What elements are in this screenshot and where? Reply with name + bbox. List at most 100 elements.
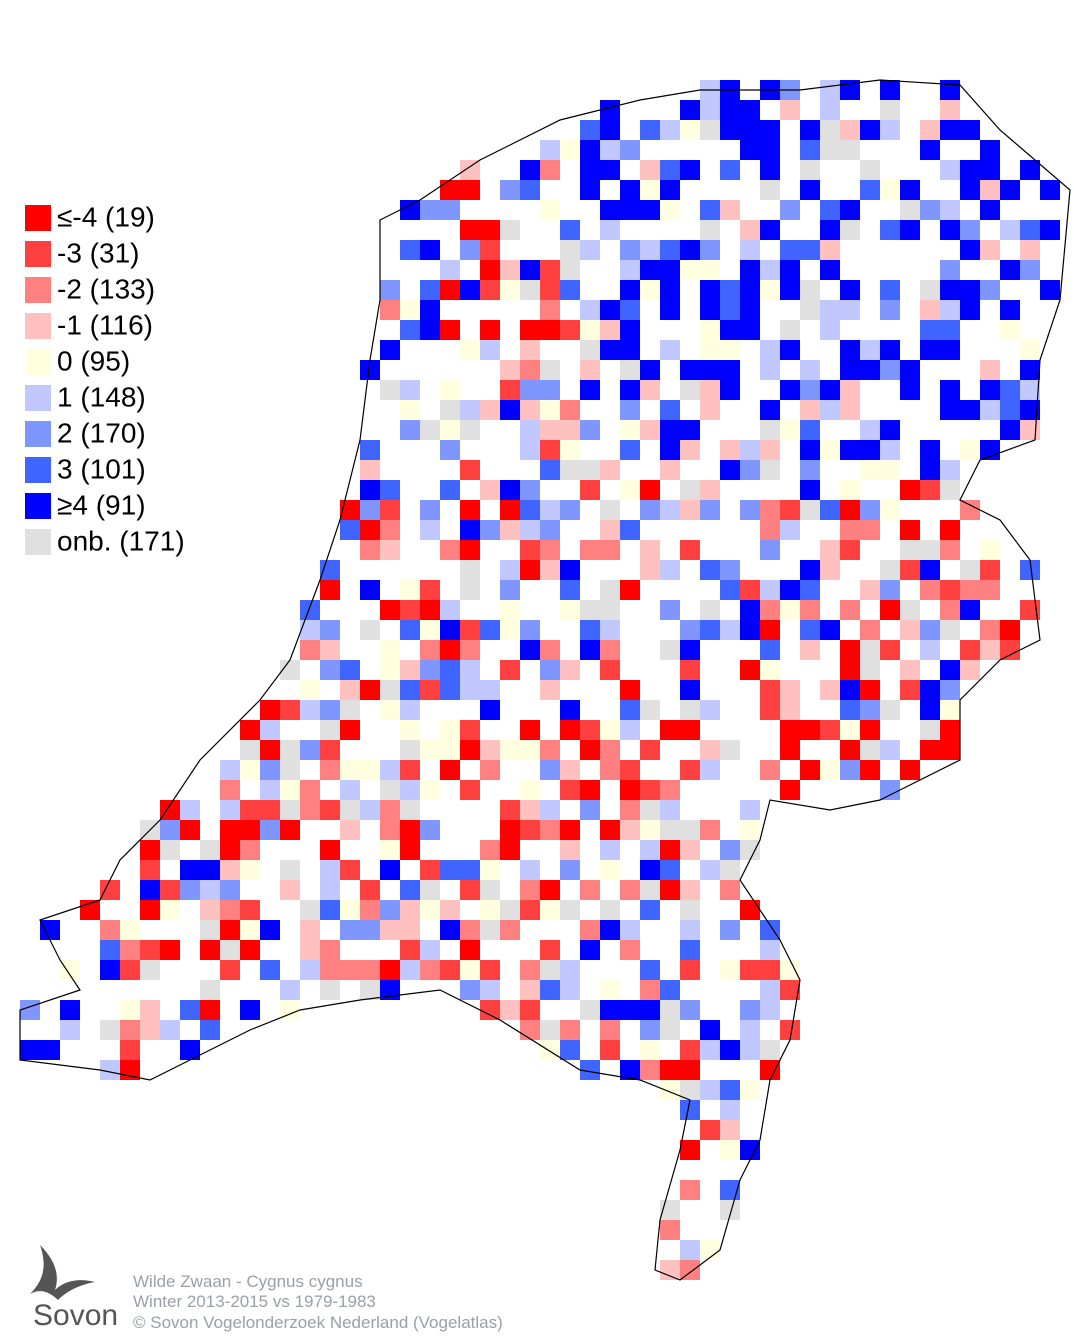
grid-cell xyxy=(520,800,540,820)
grid-cell xyxy=(720,360,740,380)
grid-cell xyxy=(680,960,700,980)
grid-cell xyxy=(340,520,360,540)
grid-cell xyxy=(680,440,700,460)
grid-cell xyxy=(840,440,860,460)
grid-cell xyxy=(440,260,460,280)
grid-cell xyxy=(440,600,460,620)
grid-cell xyxy=(440,420,460,440)
grid-cell xyxy=(840,340,860,360)
grid-cell xyxy=(920,440,940,460)
legend-label: 2 (170) xyxy=(57,417,146,448)
grid-cell xyxy=(760,520,780,540)
species-name: Wilde Zwaan - Cygnus cygnus xyxy=(133,1272,363,1291)
grid-cell xyxy=(580,740,600,760)
period: Winter 2013-2015 vs 1979-1983 xyxy=(133,1292,376,1311)
grid-cell xyxy=(920,720,940,740)
grid-cell xyxy=(1000,420,1020,440)
grid-cell xyxy=(460,500,480,520)
grid-cell xyxy=(460,180,480,200)
grid-cell xyxy=(700,620,720,640)
grid-cell xyxy=(680,480,700,500)
grid-cell xyxy=(820,440,840,460)
grid-cell xyxy=(720,340,740,360)
grid-cell xyxy=(680,1000,700,1020)
grid-cell xyxy=(720,960,740,980)
grid-cell xyxy=(440,960,460,980)
grid-cell xyxy=(540,940,560,960)
grid-cell xyxy=(320,960,340,980)
grid-cell xyxy=(540,400,560,420)
grid-cell xyxy=(160,900,180,920)
grid-cell xyxy=(700,760,720,780)
grid-cell xyxy=(460,960,480,980)
grid-cell xyxy=(640,1020,660,1040)
grid-cell xyxy=(820,220,840,240)
grid-cell xyxy=(760,160,780,180)
grid-cell xyxy=(940,740,960,760)
grid-cell xyxy=(560,560,580,580)
grid-cell xyxy=(960,400,980,420)
grid-cell xyxy=(700,560,720,580)
grid-cell xyxy=(560,440,580,460)
grid-cell xyxy=(300,940,320,960)
grid-cell xyxy=(840,140,860,160)
grid-cell xyxy=(700,280,720,300)
grid-cell xyxy=(540,440,560,460)
grid-cell xyxy=(480,340,500,360)
grid-cell xyxy=(480,860,500,880)
grid-cell xyxy=(880,600,900,620)
grid-cell xyxy=(800,400,820,420)
grid-cell xyxy=(640,980,660,1000)
grid-cell xyxy=(200,920,220,940)
grid-cell xyxy=(760,360,780,380)
grid-cell xyxy=(740,800,760,820)
grid-cell xyxy=(760,120,780,140)
grid-cell xyxy=(340,860,360,880)
grid-cell xyxy=(540,1020,560,1040)
grid-cell xyxy=(520,520,540,540)
grid-cell xyxy=(340,800,360,820)
grid-cell xyxy=(860,680,880,700)
grid-cell xyxy=(840,720,860,740)
grid-cell xyxy=(940,80,960,100)
grid-cell xyxy=(580,300,600,320)
grid-cell xyxy=(880,220,900,240)
grid-cell xyxy=(20,1040,40,1060)
grid-cell xyxy=(420,420,440,440)
grid-cell xyxy=(380,780,400,800)
grid-cell xyxy=(700,240,720,260)
grid-cell xyxy=(120,920,140,940)
grid-cell xyxy=(400,700,420,720)
grid-cell xyxy=(820,120,840,140)
grid-cell xyxy=(620,200,640,220)
grid-cell xyxy=(900,180,920,200)
grid-cell xyxy=(680,620,700,640)
grid-cell xyxy=(780,580,800,600)
grid-cell xyxy=(540,260,560,280)
grid-cell xyxy=(240,940,260,960)
grid-cell xyxy=(400,420,420,440)
grid-cell xyxy=(560,960,580,980)
grid-cell xyxy=(660,340,680,360)
legend-swatch xyxy=(25,529,51,555)
grid-cell xyxy=(660,640,680,660)
grid-cell xyxy=(640,180,660,200)
grid-cell xyxy=(840,280,860,300)
grid-cell xyxy=(280,660,300,680)
grid-cell xyxy=(440,380,460,400)
grid-cell xyxy=(880,640,900,660)
grid-cell xyxy=(540,740,560,760)
grid-cell xyxy=(400,740,420,760)
grid-cell xyxy=(980,280,1000,300)
grid-cell xyxy=(100,920,120,940)
grid-cell xyxy=(220,960,240,980)
grid-cell xyxy=(820,400,840,420)
grid-cell xyxy=(900,540,920,560)
grid-cell xyxy=(560,660,580,680)
grid-cell xyxy=(380,540,400,560)
grid-cell xyxy=(420,860,440,880)
grid-cell xyxy=(620,400,640,420)
grid-cell xyxy=(660,600,680,620)
grid-cell xyxy=(400,720,420,740)
grid-cell xyxy=(920,200,940,220)
